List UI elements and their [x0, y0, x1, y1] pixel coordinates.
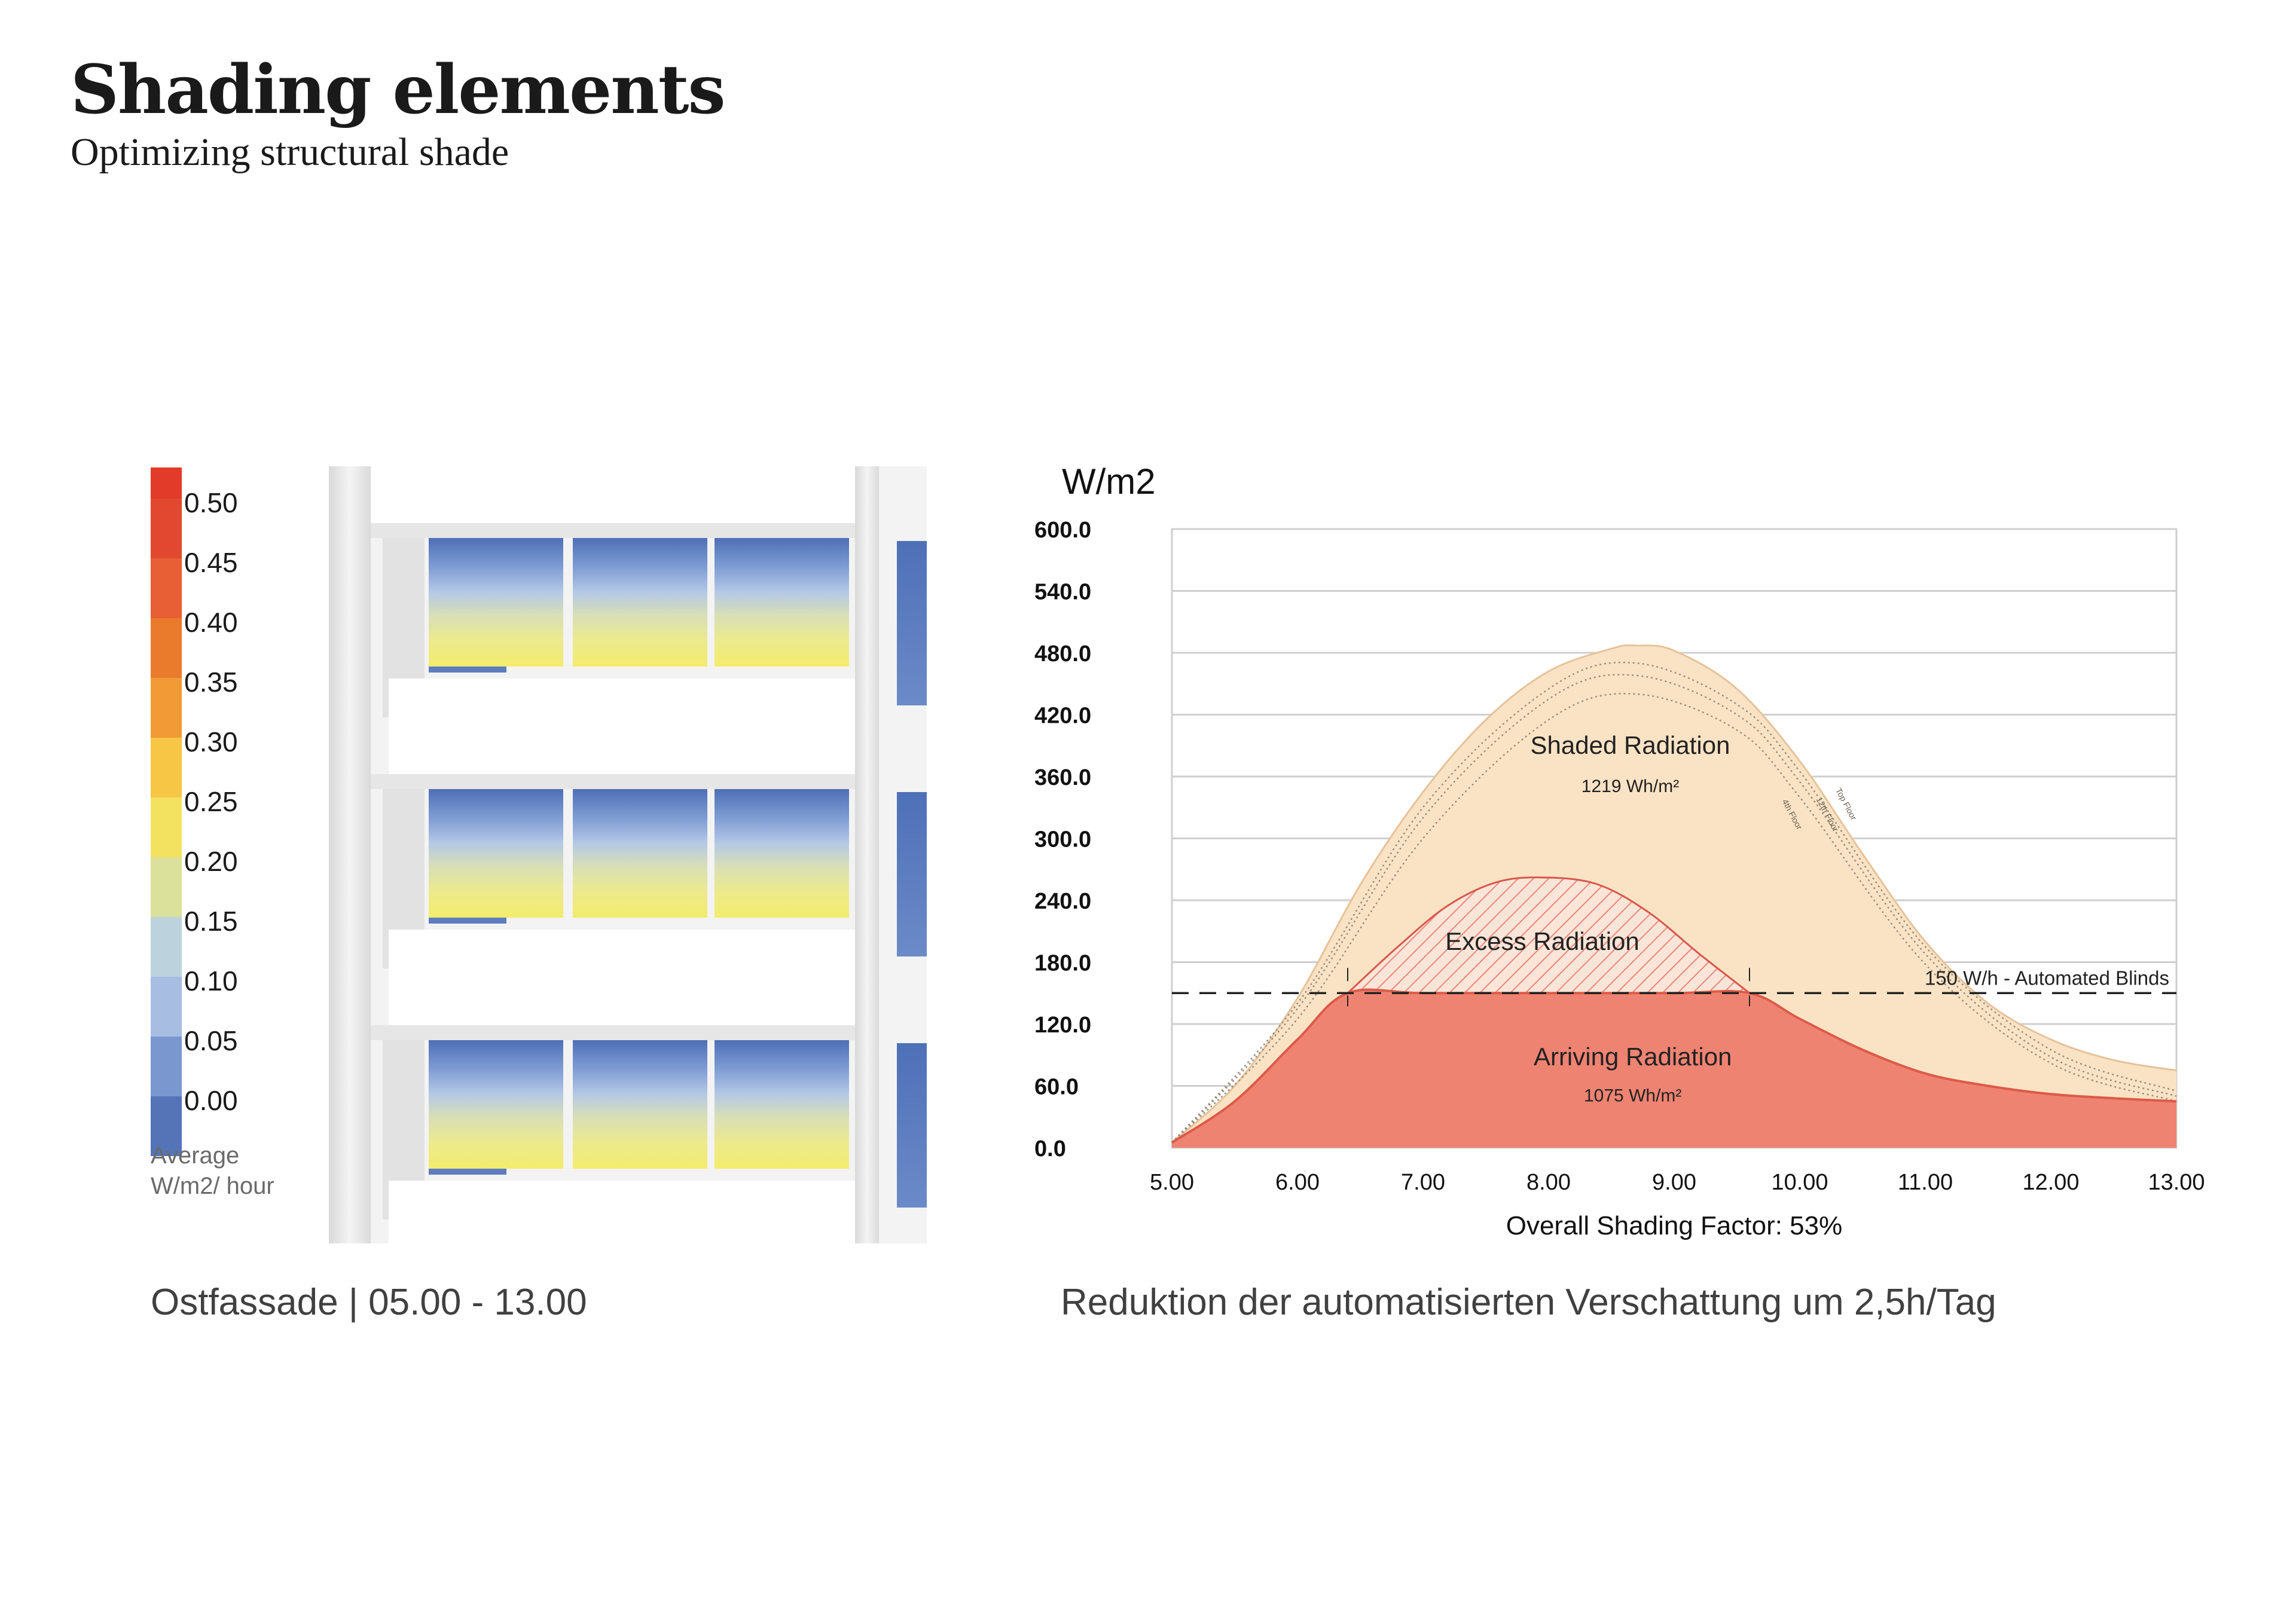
- scale-swatch: [151, 499, 182, 558]
- x-tick-label: 8.00: [1526, 1170, 1571, 1195]
- scale-label: 0.40: [184, 607, 238, 638]
- facade-window: [715, 1040, 849, 1169]
- y-tick-label: 0.0: [1034, 1136, 1066, 1162]
- scale-label: 0.10: [184, 965, 238, 997]
- y-tick-label: 120.0: [1034, 1013, 1091, 1038]
- scale-swatch: [151, 797, 182, 857]
- x-tick-label: 11.00: [1898, 1170, 1953, 1195]
- scale-label: 0.45: [184, 547, 238, 578]
- scale-swatch: [151, 1096, 182, 1156]
- scale-label: 0.35: [184, 667, 238, 698]
- facade-radiation-heatmap: [329, 466, 927, 1243]
- facade-side-window: [897, 541, 927, 705]
- y-tick-label: 540.0: [1034, 580, 1091, 605]
- label-shaded-radiation: Shaded Radiation: [1531, 731, 1730, 759]
- facade-side-window: [897, 1043, 927, 1208]
- facade-column: [329, 466, 371, 1243]
- scale-swatch: [151, 558, 182, 618]
- facade-window: [573, 789, 707, 918]
- facade-window: [573, 538, 707, 667]
- facade-slab-edge: [371, 774, 855, 789]
- facade-window: [429, 789, 563, 918]
- x-tick-label: 6.00: [1275, 1170, 1320, 1195]
- x-tick-label: 9.00: [1652, 1170, 1696, 1195]
- radiation-area-chart: 0.0 60.0 120.0 180.0 240.0 300.0 360.0 420.0 480…: [1034, 518, 2205, 1240]
- scale-swatch-top: [151, 467, 182, 499]
- value-arriving-radiation: 1075 Wh/m²: [1584, 1086, 1681, 1105]
- facade-side-window: [897, 792, 927, 956]
- facade-column: [855, 466, 879, 1243]
- y-tick-label: 600.0: [1034, 518, 1091, 543]
- facade-spandrel: [389, 930, 855, 1025]
- facade-slab-edge: [371, 523, 855, 538]
- facade-sill: [429, 918, 506, 924]
- y-tick-label: 360.0: [1034, 765, 1091, 790]
- x-tick-label: 7.00: [1401, 1170, 1445, 1195]
- y-tick-label: 300.0: [1034, 827, 1091, 852]
- x-tick-label: 5.00: [1150, 1170, 1194, 1195]
- y-tick-label: 420.0: [1034, 704, 1091, 729]
- facade-spandrel: [389, 1181, 855, 1243]
- y-tick-label: 180.0: [1034, 951, 1091, 976]
- facade-caption: Ostfassade | 05.00 - 13.00: [151, 1282, 587, 1323]
- x-tick-label: 12.00: [2022, 1170, 2079, 1195]
- x-tick-label: 13.00: [2148, 1170, 2205, 1195]
- facade-window: [715, 789, 849, 918]
- facade-window: [715, 538, 849, 667]
- scale-label: 0.25: [184, 786, 238, 817]
- scale-swatch: [151, 857, 182, 917]
- x-tick-label: 10.00: [1771, 1170, 1828, 1195]
- scale-swatch: [151, 618, 182, 678]
- line-shaded-radiation: [1171, 644, 2177, 1144]
- y-tick-label: 60.0: [1034, 1075, 1079, 1100]
- scale-swatch: [151, 977, 182, 1037]
- scale-swatch: [151, 678, 182, 738]
- threshold-label: 150 W/h - Automated Blinds: [1925, 967, 2169, 989]
- facade-spandrel: [389, 678, 855, 774]
- page-title: Shading elements: [71, 51, 726, 129]
- page-subtitle: Optimizing structural shade: [71, 130, 509, 174]
- facade-sill: [429, 1169, 506, 1175]
- facade-sill: [429, 667, 506, 673]
- facade-window: [573, 1040, 707, 1169]
- scale-label: 0.20: [184, 846, 238, 877]
- scale-label: 0.15: [184, 906, 238, 937]
- scale-label: 0.50: [184, 487, 238, 518]
- chart-caption: Reduktion der automatisierten Verschattu…: [1061, 1282, 1996, 1323]
- label-arriving-radiation: Arriving Radiation: [1534, 1043, 1732, 1071]
- scale-label: 0.00: [184, 1085, 238, 1116]
- scale-swatch: [151, 1037, 182, 1096]
- scale-swatch: [151, 917, 182, 977]
- y-axis-unit: W/m2: [1062, 461, 1156, 502]
- facade-slab: [371, 466, 855, 526]
- scale-caption: Average W/m2/ hour: [151, 1142, 274, 1200]
- facade-window: [429, 1040, 563, 1169]
- y-tick-label: 240.0: [1034, 889, 1091, 914]
- line-excess-radiation: [1347, 876, 1750, 994]
- line-arriving-radiation: [1171, 988, 2177, 1144]
- line-floor: [1171, 661, 2177, 1144]
- scale-swatch: [151, 738, 182, 797]
- label-excess-radiation: Excess Radiation: [1445, 927, 1639, 955]
- scale-label: 0.30: [184, 726, 238, 757]
- area-arriving-radiation: [1172, 989, 2176, 1148]
- x-axis-label: Overall Shading Factor: 53%: [1506, 1211, 1843, 1240]
- facade-window: [429, 538, 563, 667]
- scale-label: 0.05: [184, 1025, 238, 1056]
- value-shaded-radiation: 1219 Wh/m²: [1581, 777, 1679, 796]
- facade-slab-edge: [371, 1025, 855, 1040]
- y-tick-label: 480.0: [1034, 641, 1091, 667]
- line-floor: [1171, 693, 2177, 1144]
